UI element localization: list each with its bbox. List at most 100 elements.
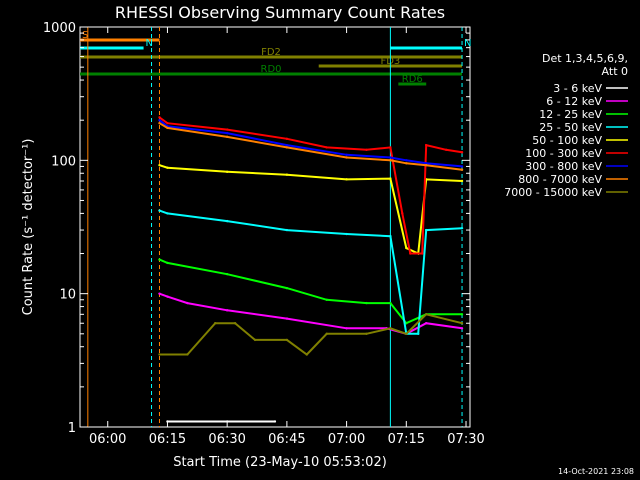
- series-point: [225, 131, 229, 135]
- series-line: [159, 164, 463, 255]
- series-point: [345, 232, 348, 236]
- series-point: [305, 353, 308, 356]
- x-axis-label: Start Time (23-May-10 05:53:02): [173, 455, 387, 470]
- series-point: [425, 313, 428, 316]
- legend-entry-label: 50 - 100 keV: [532, 134, 602, 147]
- series-point: [186, 353, 189, 356]
- series-point: [345, 156, 348, 159]
- x-tick-label: 07:15: [388, 432, 425, 447]
- legend-header: Att 0: [602, 65, 628, 78]
- x-tick-label: 06:00: [89, 432, 126, 447]
- series-point: [460, 168, 464, 171]
- series-point: [425, 143, 428, 147]
- series-layer: [158, 116, 464, 423]
- series-point: [225, 128, 229, 131]
- series-point: [158, 118, 161, 122]
- series-point: [389, 234, 392, 238]
- legend-entry-label: 7000 - 15000 keV: [504, 186, 602, 199]
- series-point: [460, 313, 464, 316]
- series-point: [166, 121, 169, 125]
- series-point: [225, 170, 229, 174]
- series-point: [166, 166, 169, 169]
- series-point: [405, 162, 408, 165]
- x-axis: 06:00 06:15 06:30 06:45 07:00 07:15 07:30: [89, 27, 485, 447]
- series-point: [345, 327, 348, 330]
- series-point: [214, 322, 217, 325]
- series-point: [158, 292, 161, 295]
- x-tick-label: 07:00: [328, 432, 365, 447]
- series-point: [401, 212, 404, 215]
- series-point: [425, 228, 428, 232]
- series-point: [325, 146, 328, 149]
- footer-date: 14-Oct-2021 23:08: [558, 467, 634, 476]
- series-point: [225, 219, 229, 223]
- series-point: [460, 226, 464, 230]
- series-point: [166, 295, 169, 298]
- series-point: [158, 163, 161, 167]
- legend-header: Det 1,3,4,5,6,9,: [542, 52, 628, 65]
- series-point: [186, 301, 189, 305]
- series-point: [425, 322, 428, 325]
- series-point: [425, 163, 428, 167]
- x-tick-label: 07:30: [447, 432, 484, 447]
- series-point: [444, 148, 448, 151]
- series-point: [405, 246, 408, 250]
- series-point: [285, 146, 289, 149]
- legend-entry-label: 3 - 6 keV: [553, 82, 602, 95]
- series-point: [225, 309, 229, 312]
- chart-title: RHESSI Observing Summary Count Rates: [115, 3, 445, 22]
- series-point: [421, 252, 424, 255]
- legend-entry-label: 6 - 12 keV: [546, 95, 602, 108]
- series-point: [417, 332, 420, 336]
- series-point: [325, 298, 328, 301]
- x-tick-label: 06:30: [208, 432, 245, 447]
- flag-label: N: [146, 38, 153, 49]
- series-point: [389, 159, 392, 162]
- flag-label: N: [464, 38, 471, 49]
- series-point: [158, 121, 161, 125]
- legend-entry-label: 100 - 300 keV: [525, 147, 602, 160]
- series-point: [365, 332, 368, 336]
- series-point: [425, 162, 428, 165]
- series-point: [325, 332, 328, 336]
- y-tick-label: 10: [59, 288, 76, 303]
- series-point: [389, 177, 392, 180]
- series-point: [158, 209, 161, 212]
- series-point: [285, 338, 289, 342]
- flag-label: RD6: [402, 74, 423, 85]
- series-point: [225, 272, 229, 276]
- series-point: [345, 178, 348, 181]
- series-point: [166, 212, 169, 215]
- series-point: [285, 286, 289, 290]
- series-point: [285, 137, 289, 141]
- y-axis-label: Count Rate (s⁻¹ detector⁻¹): [21, 139, 36, 316]
- series-line: [159, 209, 463, 335]
- series-point: [285, 173, 289, 176]
- plot-frame: [79, 26, 471, 428]
- series-point: [460, 151, 464, 154]
- series-point: [389, 301, 392, 305]
- series-point: [405, 332, 408, 336]
- legend-entry-label: 12 - 25 keV: [539, 108, 602, 121]
- legend-entry-label: 800 - 7000 keV: [518, 173, 602, 186]
- series-point: [365, 301, 368, 305]
- series-line: [159, 258, 462, 325]
- series-line: [159, 292, 463, 335]
- series-point: [460, 165, 464, 168]
- series-point: [365, 148, 368, 151]
- series-point: [460, 179, 464, 183]
- flag-label: S: [82, 30, 88, 41]
- series-point: [345, 153, 348, 157]
- series-point: [285, 143, 289, 147]
- series-point: [166, 261, 169, 265]
- series-point: [389, 156, 392, 159]
- y-tick-label: 100: [51, 154, 76, 169]
- series-point: [158, 258, 161, 261]
- series-point: [273, 420, 277, 423]
- y-tick-label: 1: [68, 421, 76, 436]
- legend-entry-label: 25 - 50 keV: [539, 121, 602, 134]
- legend-entry-label: 300 - 800 keV: [525, 160, 602, 173]
